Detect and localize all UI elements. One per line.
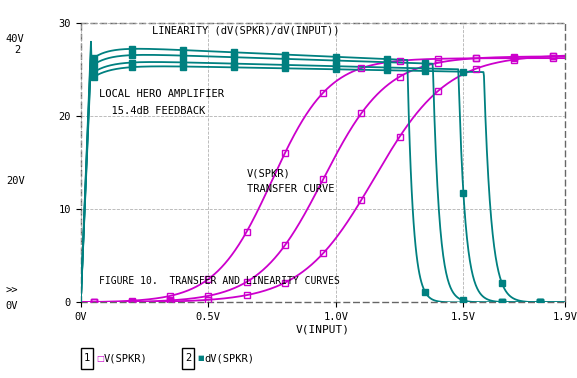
Text: ■: ■ [197,355,204,361]
Text: V(SPKR): V(SPKR) [104,353,148,363]
Text: 2: 2 [185,353,191,363]
Text: V(SPKR): V(SPKR) [246,169,290,178]
Text: LINEARITY (dV(SPKR)/dV(INPUT)): LINEARITY (dV(SPKR)/dV(INPUT)) [152,26,340,36]
Text: 0V: 0V [6,301,18,311]
Text: >>: >> [6,286,18,296]
Text: FIGURE 10.  TRANSFER AND LINEARITY CURVES: FIGURE 10. TRANSFER AND LINEARITY CURVES [99,276,339,286]
Text: □: □ [96,354,104,363]
Text: 20V: 20V [6,177,24,186]
Text: 15.4dB FEEDBACK: 15.4dB FEEDBACK [99,106,205,116]
Text: 40V: 40V [6,34,24,44]
Text: dV(SPKR): dV(SPKR) [205,353,255,363]
X-axis label: V(INPUT): V(INPUT) [296,325,350,335]
Text: 2: 2 [14,45,21,55]
Text: 1: 1 [84,353,90,363]
Text: LOCAL HERO AMPLIFIER: LOCAL HERO AMPLIFIER [99,89,224,99]
Text: TRANSFER CURVE: TRANSFER CURVE [246,184,334,194]
